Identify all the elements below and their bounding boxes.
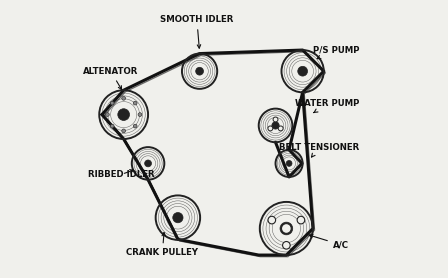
Circle shape <box>122 96 125 100</box>
Circle shape <box>281 224 291 233</box>
Circle shape <box>110 124 114 128</box>
Text: ALTENATOR: ALTENATOR <box>83 67 138 90</box>
Circle shape <box>298 66 307 76</box>
Circle shape <box>105 113 109 116</box>
Circle shape <box>118 109 129 120</box>
Circle shape <box>196 67 203 75</box>
Circle shape <box>122 129 125 133</box>
Circle shape <box>283 242 290 249</box>
Circle shape <box>280 222 293 235</box>
Circle shape <box>272 122 279 129</box>
Circle shape <box>173 212 183 223</box>
Text: A/C: A/C <box>309 234 349 249</box>
Circle shape <box>110 101 114 105</box>
Text: P/S PUMP: P/S PUMP <box>313 45 360 59</box>
Circle shape <box>268 216 276 224</box>
Circle shape <box>286 160 292 166</box>
Text: WATER PUMP: WATER PUMP <box>295 99 360 113</box>
Circle shape <box>133 101 137 105</box>
Circle shape <box>278 126 283 131</box>
Circle shape <box>145 160 151 167</box>
Circle shape <box>138 113 142 116</box>
Circle shape <box>273 117 278 122</box>
Text: BELT TENSIONER: BELT TENSIONER <box>280 143 360 157</box>
Text: SMOOTH IDLER: SMOOTH IDLER <box>160 15 233 48</box>
Circle shape <box>268 126 273 131</box>
Circle shape <box>297 216 305 224</box>
Text: RIBBED IDLER: RIBBED IDLER <box>88 170 155 179</box>
Circle shape <box>133 124 137 128</box>
Text: CRANK PULLEY: CRANK PULLEY <box>126 232 198 257</box>
